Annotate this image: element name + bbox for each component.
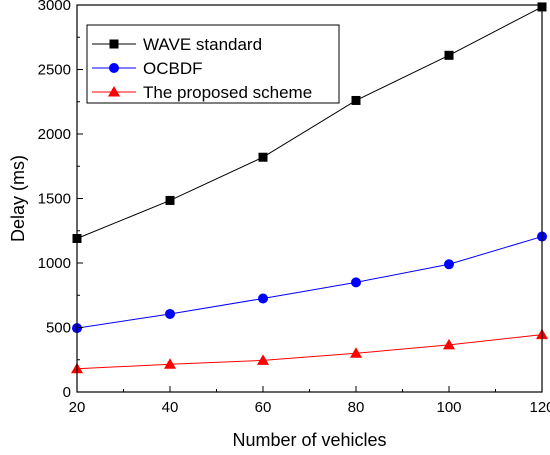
data-point [350,347,362,358]
y-axis-title: Delay (ms) [8,155,28,242]
x-tick-label: 120 [529,399,550,416]
x-tick-label: 60 [255,399,272,416]
data-point [258,152,268,162]
y-tick-label: 2500 [38,62,71,79]
legend-marker-2 [109,63,119,73]
legend-label-2: OCBDF [143,59,203,78]
series-line-2 [76,236,543,329]
data-point [443,338,455,350]
legend-label-1: WAVE standard [143,35,262,54]
data-point [257,354,269,365]
data-point [444,50,454,60]
legend-label-3: The proposed scheme [143,83,312,102]
series-line-1 [76,6,543,239]
legend: WAVE standard OCBDF The proposed scheme [86,24,340,104]
y-tick-label: 3000 [38,0,71,14]
data-point [165,195,175,205]
data-point [351,277,361,288]
data-point [258,293,268,304]
data-point [164,358,176,369]
y-axis: 0 500 1000 1500 2000 2500 3000 [38,0,83,401]
data-point [351,95,361,105]
x-tick-label: 40 [162,399,179,416]
x-tick-label: 80 [348,399,365,416]
y-tick-label: 0 [63,384,71,401]
x-axis: 20 40 60 80 100 120 [69,386,550,416]
y-tick-label: 1500 [38,191,71,208]
legend-box [86,24,340,104]
legend-marker-3 [108,86,120,97]
y-tick-label: 500 [46,320,71,337]
y-tick-label: 1000 [38,255,71,272]
series-line-3 [76,334,543,370]
x-tick-label: 20 [69,399,86,416]
legend-marker-1 [109,39,119,49]
data-point [165,308,175,319]
x-tick-label: 100 [436,399,461,416]
data-point [444,259,454,270]
x-axis-title: Number of vehicles [232,430,386,450]
y-tick-label: 2000 [38,126,71,143]
